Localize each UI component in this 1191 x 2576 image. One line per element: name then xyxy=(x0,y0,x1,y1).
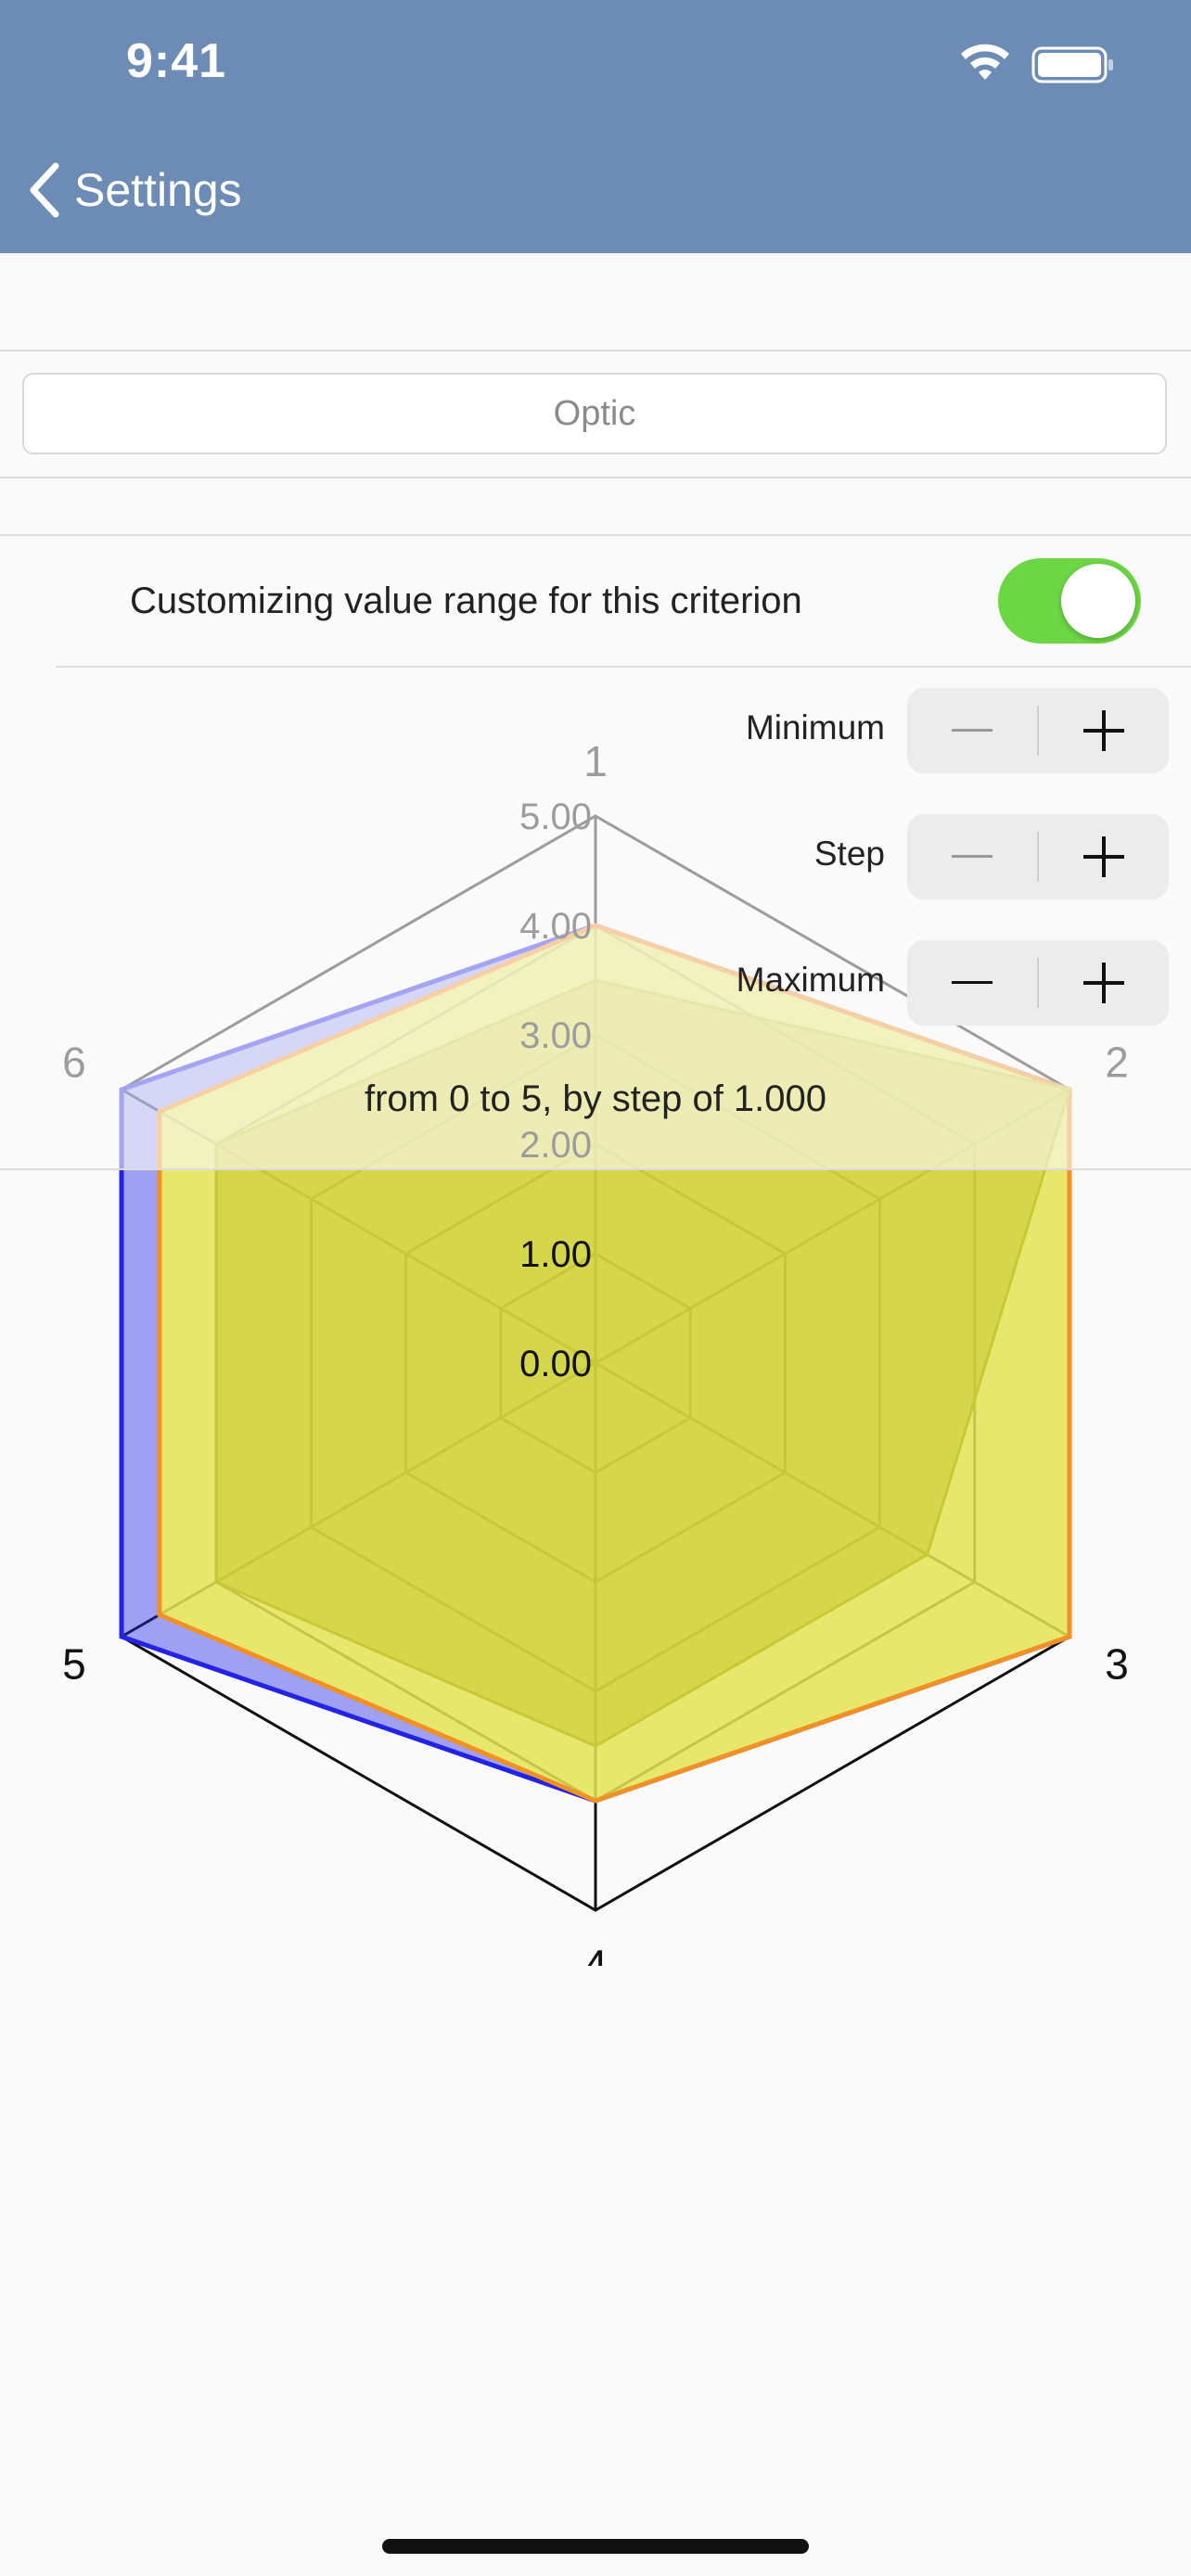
status-icons xyxy=(961,44,1113,83)
axis-label-5: 5 xyxy=(62,1640,86,1689)
divider xyxy=(0,1168,1191,1170)
tick-label: 0.00 xyxy=(519,1344,592,1384)
divider xyxy=(0,350,1191,351)
toggle-knob xyxy=(1061,564,1135,638)
maximum-stepper xyxy=(907,940,1169,1026)
axis-label-3: 3 xyxy=(1105,1640,1129,1689)
minus-icon xyxy=(952,855,992,858)
wifi-icon xyxy=(961,44,1009,80)
stepper-divider xyxy=(1037,706,1039,756)
radar-chart: 1234560.001.002.003.004.005.00 xyxy=(0,742,1191,1966)
plus-icon xyxy=(1083,836,1124,877)
battery-icon xyxy=(1031,46,1113,83)
minimum-label: Minimum xyxy=(745,708,885,746)
status-time: 9:41 xyxy=(126,34,227,88)
range-summary: from 0 to 5, by step of 1.000 xyxy=(364,1078,827,1119)
custom-range-toggle[interactable] xyxy=(998,558,1141,644)
stepper-divider xyxy=(1037,958,1039,1008)
criterion-name-field[interactable]: Optic xyxy=(22,373,1167,454)
minus-icon xyxy=(952,729,992,732)
back-button[interactable]: Settings xyxy=(28,158,242,223)
home-indicator xyxy=(382,2539,809,2554)
minimum-stepper xyxy=(907,688,1169,773)
minimum-decrement-button[interactable] xyxy=(907,688,1037,773)
navigation-header: 9:41 Settings xyxy=(0,0,1191,253)
tick-label: 1.00 xyxy=(519,1234,592,1275)
minimum-increment-button[interactable] xyxy=(1039,688,1169,773)
divider xyxy=(56,666,1191,668)
custom-range-row: Customizing value range for this criteri… xyxy=(0,536,1191,666)
stepper-divider xyxy=(1037,832,1039,882)
back-button-label: Settings xyxy=(74,164,242,216)
step-decrement-button[interactable] xyxy=(907,814,1037,899)
chevron-left-icon xyxy=(30,162,59,218)
maximum-decrement-button[interactable] xyxy=(907,940,1037,1026)
plus-icon xyxy=(1083,963,1124,1003)
maximum-label: Maximum xyxy=(736,961,885,999)
step-label: Step xyxy=(813,835,885,873)
minus-icon xyxy=(952,981,992,984)
maximum-increment-button[interactable] xyxy=(1039,940,1169,1026)
step-stepper xyxy=(907,814,1169,899)
divider xyxy=(0,477,1191,478)
divider xyxy=(0,534,1191,536)
custom-range-label: Customizing value range for this criteri… xyxy=(130,580,802,621)
axis-label-4: 4 xyxy=(583,1941,608,1966)
step-increment-button[interactable] xyxy=(1039,814,1169,899)
plus-icon xyxy=(1083,710,1124,751)
